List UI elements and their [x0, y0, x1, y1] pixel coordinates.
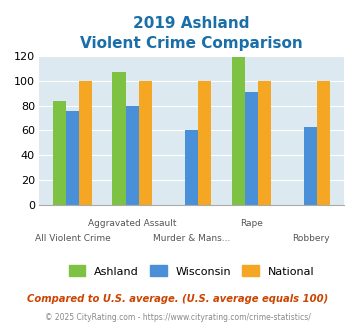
Text: Rape: Rape	[240, 219, 263, 228]
Bar	[79, 81, 92, 205]
Text: Compared to U.S. average. (U.S. average equals 100): Compared to U.S. average. (U.S. average …	[27, 294, 328, 304]
Bar	[185, 130, 198, 205]
Text: Murder & Mans...: Murder & Mans...	[153, 234, 230, 243]
Bar	[317, 81, 331, 205]
Text: Aggravated Assault: Aggravated Assault	[88, 219, 176, 228]
Bar	[139, 81, 152, 205]
Bar	[53, 101, 66, 205]
Text: Robbery: Robbery	[292, 234, 330, 243]
Legend: Ashland, Wisconsin, National: Ashland, Wisconsin, National	[64, 261, 319, 281]
Bar	[258, 81, 271, 205]
Bar	[113, 72, 126, 205]
Bar	[231, 57, 245, 205]
Text: All Violent Crime: All Violent Crime	[35, 234, 110, 243]
Bar	[198, 81, 211, 205]
Bar	[126, 106, 139, 205]
Title: 2019 Ashland
Violent Crime Comparison: 2019 Ashland Violent Crime Comparison	[80, 16, 303, 51]
Text: © 2025 CityRating.com - https://www.cityrating.com/crime-statistics/: © 2025 CityRating.com - https://www.city…	[45, 313, 310, 322]
Bar	[304, 127, 317, 205]
Bar	[245, 92, 258, 205]
Bar	[66, 111, 79, 205]
